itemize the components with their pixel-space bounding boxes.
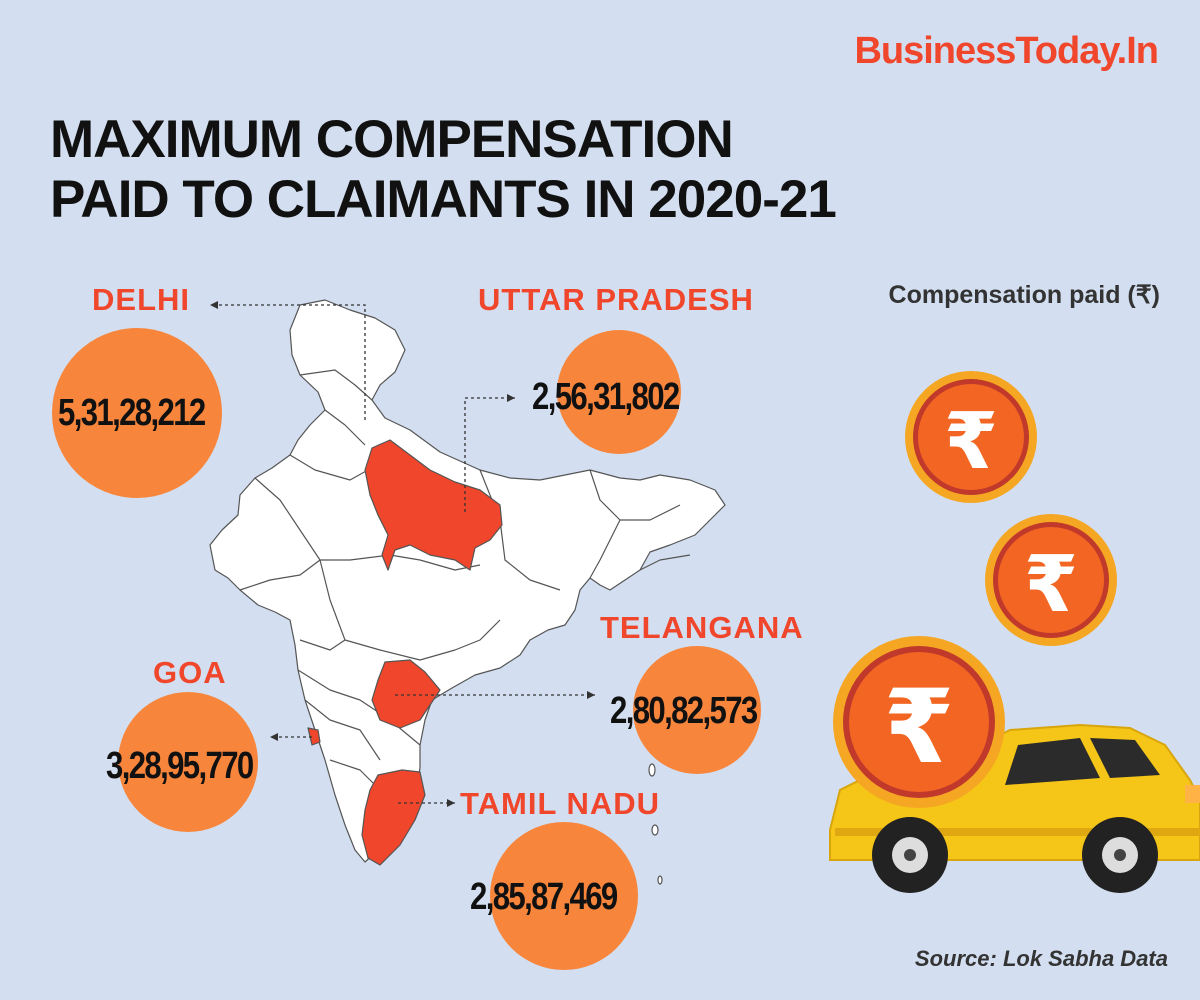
- brand-logo: BusinessToday.In: [854, 30, 1159, 72]
- title-line-2: PAID TO CLAIMANTS IN 2020-21: [50, 170, 837, 229]
- arrowhead: [210, 301, 218, 309]
- source-note: Source: Lok Sabha Data: [914, 946, 1168, 971]
- car-window: [1005, 738, 1100, 785]
- map-landmass: [209, 299, 726, 863]
- car-stripe: [835, 828, 1200, 836]
- map-island: [651, 824, 659, 836]
- rupee-symbol: ₹: [884, 668, 955, 787]
- connector-up: [464, 397, 515, 512]
- map-telangana: [371, 659, 441, 729]
- label-uttar-pradesh: UTTAR PRADESH: [478, 282, 754, 317]
- bubble-uttar-pradesh: [557, 330, 681, 454]
- value-goa: 3,28,95,770: [106, 745, 254, 787]
- arrowhead: [447, 799, 455, 807]
- map-goa: [307, 727, 321, 746]
- arrowhead: [270, 733, 278, 741]
- label-goa: GOA: [153, 655, 227, 690]
- rupee-coin-icon: ₹: [905, 371, 1037, 503]
- car-headlight: [1185, 785, 1200, 803]
- value-uttar-pradesh: 2,56,31,802: [532, 376, 680, 418]
- value-tamil-nadu: 2,85,87,469: [470, 876, 618, 918]
- label-telangana: TELANGANA: [600, 610, 804, 645]
- map-island: [648, 763, 656, 777]
- car-wheel-front: [872, 817, 948, 893]
- rupee-symbol: ₹: [1024, 540, 1078, 630]
- rupee-coin-icon: ₹: [833, 636, 1005, 808]
- car-window: [1090, 738, 1160, 778]
- label-tamil-nadu: TAMIL NADU: [460, 786, 660, 821]
- legend-text: Compensation paid (₹): [888, 281, 1160, 309]
- rupee-coin-icon: ₹: [985, 514, 1117, 646]
- bubble-telangana: [633, 646, 761, 774]
- value-delhi: 5,31,28,212: [58, 392, 206, 434]
- bubble-goa: [118, 692, 258, 832]
- label-delhi: DELHI: [92, 282, 190, 317]
- rupee-symbol: ₹: [944, 397, 998, 487]
- value-telangana: 2,80,82,573: [610, 690, 758, 732]
- map-island: [657, 875, 663, 885]
- title-line-1: MAXIMUM COMPENSATION: [50, 110, 734, 169]
- bubble-delhi: [52, 328, 222, 498]
- map-uttar-pradesh: [364, 439, 503, 571]
- page-title: MAXIMUM COMPENSATION PAID TO CLAIMANTS I…: [50, 110, 837, 230]
- map-tamil-nadu: [361, 769, 426, 866]
- arrowhead: [587, 691, 595, 699]
- arrowhead: [507, 394, 515, 402]
- bubble-tamil-nadu: [490, 822, 638, 970]
- connector-delhi: [210, 304, 366, 420]
- car-wheel-rear: [1082, 817, 1158, 893]
